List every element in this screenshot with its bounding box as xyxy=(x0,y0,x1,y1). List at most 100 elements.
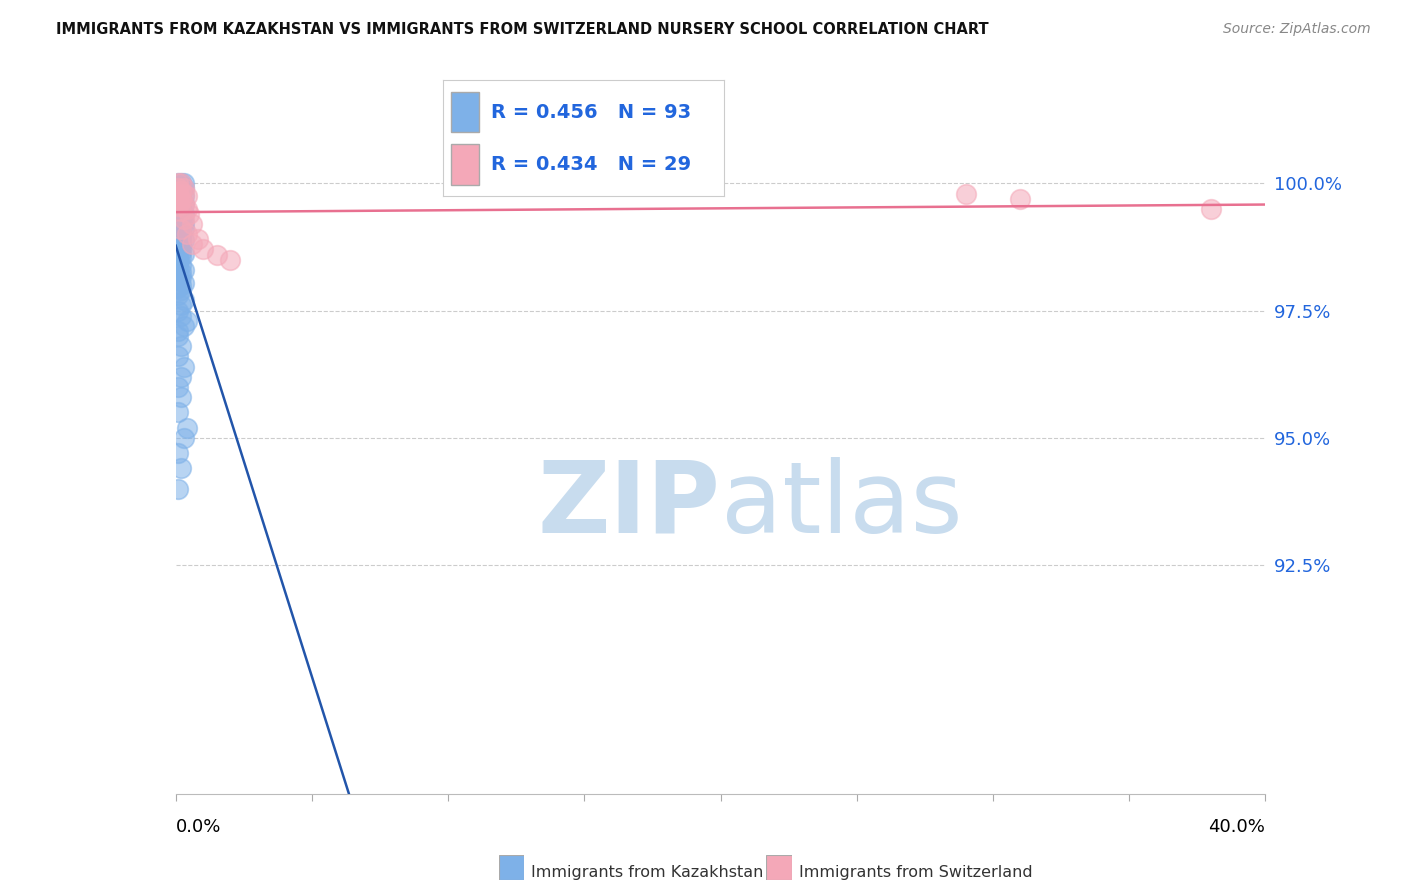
Point xyxy=(173,216,195,230)
Point xyxy=(170,461,193,475)
Point xyxy=(167,273,190,287)
Point xyxy=(167,206,190,220)
Point xyxy=(170,250,193,264)
Text: R = 0.434   N = 29: R = 0.434 N = 29 xyxy=(491,155,690,174)
Point xyxy=(173,181,195,195)
Point xyxy=(176,227,198,242)
Point xyxy=(173,207,195,221)
Point xyxy=(167,240,190,254)
Point xyxy=(1199,202,1222,216)
Point xyxy=(167,178,190,193)
Point xyxy=(170,214,193,228)
Point xyxy=(173,276,195,290)
Point xyxy=(167,324,190,338)
Text: IMMIGRANTS FROM KAZAKHSTAN VS IMMIGRANTS FROM SWITZERLAND NURSERY SCHOOL CORRELA: IMMIGRANTS FROM KAZAKHSTAN VS IMMIGRANTS… xyxy=(56,22,988,37)
Text: atlas: atlas xyxy=(721,457,962,554)
Point xyxy=(167,303,190,318)
Point xyxy=(170,278,193,293)
Point xyxy=(170,270,193,285)
Text: Source: ZipAtlas.com: Source: ZipAtlas.com xyxy=(1223,22,1371,37)
Point xyxy=(167,186,190,201)
Point xyxy=(176,314,198,328)
Text: 0.0%: 0.0% xyxy=(176,818,221,836)
Point xyxy=(170,265,193,279)
Point xyxy=(167,219,190,234)
Point xyxy=(167,229,190,244)
Point xyxy=(176,189,198,203)
Point xyxy=(167,181,190,195)
Point xyxy=(167,192,190,206)
Point xyxy=(170,177,193,191)
Point xyxy=(186,232,209,246)
Point xyxy=(173,293,195,308)
Point xyxy=(167,446,190,460)
Point xyxy=(167,217,190,231)
Point xyxy=(167,211,190,225)
Point xyxy=(170,178,193,193)
Point xyxy=(173,181,195,195)
Point xyxy=(170,204,193,219)
Point xyxy=(170,283,193,297)
Point xyxy=(173,186,195,201)
Point xyxy=(167,177,190,191)
Point xyxy=(170,222,193,236)
Point xyxy=(173,196,195,211)
Point xyxy=(167,187,190,202)
Point xyxy=(173,233,195,247)
Point xyxy=(170,231,193,245)
Point xyxy=(167,181,190,195)
Point xyxy=(170,245,193,260)
Point xyxy=(167,199,190,213)
Point xyxy=(170,211,193,226)
Point xyxy=(173,189,195,203)
Point xyxy=(173,318,195,333)
Point xyxy=(170,228,193,243)
Point xyxy=(170,390,193,404)
Point xyxy=(170,235,193,249)
Point xyxy=(167,232,190,246)
Point xyxy=(176,202,198,216)
Point xyxy=(181,237,204,252)
Point xyxy=(167,226,190,240)
Point xyxy=(173,246,195,260)
Point xyxy=(167,349,190,363)
Point xyxy=(167,268,190,282)
Point xyxy=(167,243,190,257)
Text: R = 0.456   N = 93: R = 0.456 N = 93 xyxy=(491,103,690,121)
Point xyxy=(179,207,201,221)
Point xyxy=(167,252,190,267)
Text: Immigrants from Switzerland: Immigrants from Switzerland xyxy=(799,865,1032,880)
Text: 40.0%: 40.0% xyxy=(1209,818,1265,836)
Point xyxy=(167,482,190,496)
Point xyxy=(219,252,242,267)
Point xyxy=(170,218,193,232)
Point xyxy=(167,195,190,210)
Point xyxy=(167,238,190,252)
Point xyxy=(955,186,977,201)
Point xyxy=(170,298,193,312)
Point xyxy=(170,182,193,196)
Point xyxy=(167,213,190,227)
Point xyxy=(205,247,228,261)
Point xyxy=(170,369,193,384)
Point xyxy=(167,210,190,224)
Point xyxy=(176,420,198,434)
Point xyxy=(167,223,190,237)
Point xyxy=(167,260,190,275)
Point xyxy=(167,329,190,343)
Point xyxy=(173,177,195,191)
Point xyxy=(167,201,190,215)
Point xyxy=(173,211,195,226)
FancyBboxPatch shape xyxy=(451,92,479,132)
Point xyxy=(167,280,190,294)
Point xyxy=(173,431,195,445)
Point xyxy=(170,222,193,236)
Point xyxy=(167,193,190,207)
Point xyxy=(170,242,193,256)
Point xyxy=(173,221,195,235)
Point xyxy=(191,243,214,257)
Point xyxy=(170,204,193,219)
Point xyxy=(167,199,190,213)
Point xyxy=(170,208,193,222)
Point xyxy=(167,247,190,261)
